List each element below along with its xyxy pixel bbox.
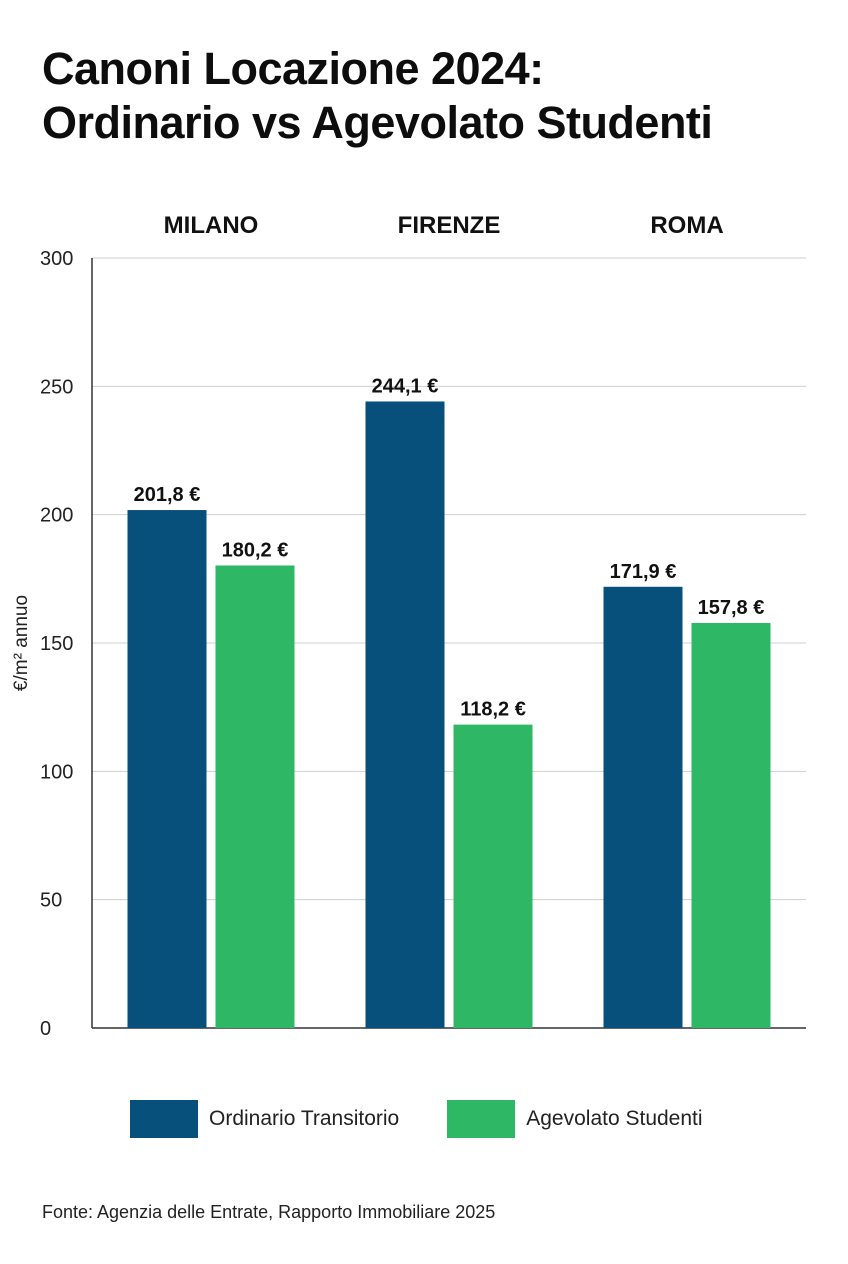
y-axis-label: €/m² annuo bbox=[11, 595, 32, 691]
bar-firenze-agevolato bbox=[453, 724, 533, 1028]
y-tick-label: 100 bbox=[40, 761, 73, 783]
y-tick-label: 200 bbox=[40, 505, 73, 527]
legend-swatch-ordinario bbox=[130, 1100, 198, 1138]
legend-item-agevolato: Agevolato Studenti bbox=[447, 1100, 703, 1138]
chart-title-line-1: Canoni Locazione 2024: bbox=[42, 43, 544, 94]
bar-roma-ordinario bbox=[603, 586, 683, 1028]
value-label-roma-ordinario: 171,9 € bbox=[610, 561, 677, 583]
y-tick-label: 150 bbox=[40, 633, 73, 655]
value-label-firenze-agevolato: 118,2 € bbox=[460, 699, 526, 721]
bars bbox=[127, 401, 771, 1029]
chart-title-line-2: Ordinario vs Agevolato Studenti bbox=[42, 97, 713, 148]
y-tick-labels: 0 50 100 150 200 250 300 bbox=[40, 248, 73, 1040]
y-tick-label: 0 bbox=[40, 1018, 51, 1040]
value-label-firenze-ordinario: 244,1 € bbox=[372, 375, 439, 397]
source-note: Fonte: Agenzia delle Entrate, Rapporto I… bbox=[42, 1202, 496, 1222]
grid-lines bbox=[92, 257, 806, 901]
bar-milano-ordinario bbox=[127, 510, 207, 1029]
chart-title: Canoni Locazione 2024: Ordinario vs Agev… bbox=[42, 42, 822, 150]
category-labels: MILANO FIRENZE ROMA bbox=[164, 212, 724, 239]
value-label-roma-agevolato: 157,8 € bbox=[698, 597, 765, 619]
category-label-milano: MILANO bbox=[164, 212, 259, 239]
value-label-milano-ordinario: 201,8 € bbox=[134, 484, 201, 506]
bar-milano-agevolato bbox=[215, 565, 295, 1028]
axes bbox=[91, 258, 806, 1029]
category-label-firenze: FIRENZE bbox=[398, 212, 501, 239]
value-labels: 201,8 € 180,2 € 244,1 € 118,2 € 171,9 € 157,8… bbox=[134, 375, 765, 720]
y-tick-label: 250 bbox=[40, 376, 73, 398]
legend: Ordinario Transitorio Agevolato Studenti bbox=[130, 1100, 751, 1138]
bar-firenze-ordinario bbox=[365, 401, 445, 1028]
legend-item-ordinario: Ordinario Transitorio bbox=[130, 1100, 399, 1138]
y-tick-label: 300 bbox=[40, 248, 73, 270]
legend-label-agevolato: Agevolato Studenti bbox=[526, 1107, 703, 1130]
value-label-milano-agevolato: 180,2 € bbox=[222, 539, 289, 561]
bar-roma-agevolato bbox=[691, 622, 771, 1028]
category-label-roma: ROMA bbox=[650, 212, 723, 239]
legend-label-ordinario: Ordinario Transitorio bbox=[209, 1107, 400, 1130]
legend-swatch-agevolato bbox=[447, 1100, 516, 1138]
y-tick-label: 50 bbox=[40, 890, 62, 912]
